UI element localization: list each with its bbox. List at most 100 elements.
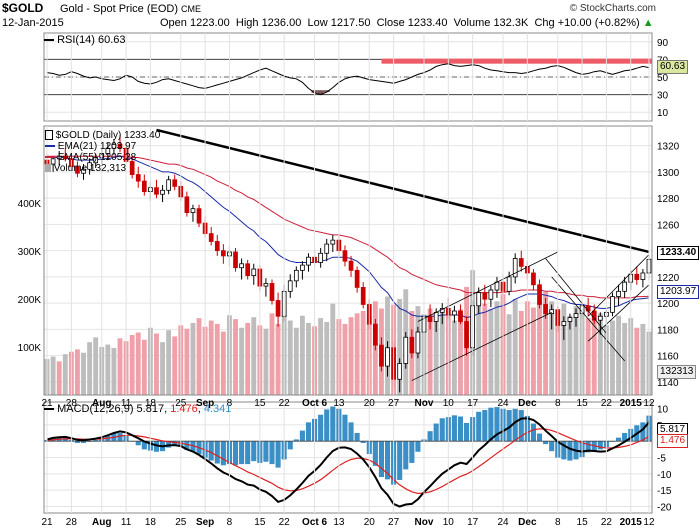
- x-tick-label: Nov: [415, 517, 434, 528]
- macd-histogram-bar: [384, 441, 391, 480]
- candle-body: [93, 157, 99, 164]
- macd-histogram-bar: [251, 441, 257, 462]
- macd-histogram-bar: [439, 418, 445, 442]
- description-label: Gold - Spot Price (EOD): [60, 3, 178, 15]
- volume-bar: [573, 306, 579, 395]
- x-tick-label: 22: [279, 398, 291, 409]
- macd-histogram-bar: [464, 422, 470, 442]
- candle-body: [543, 304, 548, 315]
- volume-bar: [196, 318, 202, 395]
- macd-histogram-bar: [208, 441, 214, 461]
- macd-histogram-bar: [415, 441, 421, 452]
- macd-histogram-bar: [141, 441, 147, 450]
- open-value: 1223.00: [189, 17, 230, 29]
- macd-histogram-bar: [530, 423, 536, 442]
- volume-legend-label: Volume 132,313: [53, 163, 127, 174]
- macd-line-icon: [44, 408, 54, 411]
- volume-bar: [269, 313, 275, 395]
- candle-body: [135, 174, 141, 182]
- macd-histogram-bar: [512, 408, 518, 442]
- macd-histogram-bar: [518, 410, 524, 442]
- x-tick-label: 12: [643, 398, 655, 409]
- macd-tick-label: 10: [657, 405, 669, 416]
- volume-bar: [233, 319, 238, 395]
- x-tick-label: 13: [333, 398, 345, 409]
- volume-bar: [330, 303, 336, 395]
- macd-histogram-bar: [561, 441, 567, 460]
- macd-histogram-bar: [488, 407, 494, 442]
- x-tick-label: 8: [227, 398, 233, 409]
- macd-histogram-bar: [457, 416, 464, 442]
- volume-legend: Volume 132,313: [45, 163, 126, 174]
- high-value: 1236.00: [261, 17, 302, 29]
- candle-body: [458, 310, 463, 322]
- ema21-legend: EMA(21) 1203.97: [45, 141, 136, 152]
- rsi-tick-label: 10: [657, 108, 669, 119]
- macd-histogram-bar: [506, 410, 512, 442]
- macd-histogram-bar: [184, 441, 190, 450]
- macd-histogram-bar: [427, 431, 433, 442]
- volume-bar: [105, 344, 111, 395]
- candle-body: [597, 315, 603, 321]
- price-candle-icon: [45, 130, 53, 141]
- macd-legend-prefix: MACD(12,26,9): [57, 403, 134, 415]
- volume-bar: [263, 328, 269, 395]
- candle-body: [640, 272, 646, 280]
- candle-body: [397, 363, 403, 380]
- candle-body: [452, 310, 457, 316]
- candle-body: [482, 292, 488, 300]
- candle-body: [373, 323, 378, 346]
- candle-body: [214, 241, 220, 252]
- candle-body: [300, 264, 305, 271]
- candle-body: [403, 336, 409, 364]
- x-tick-label: 24: [497, 398, 509, 409]
- rsi-tick-label: 90: [657, 38, 669, 49]
- candle-body: [117, 143, 123, 149]
- macd-histogram-bar: [93, 440, 99, 442]
- volume-bar: [87, 342, 93, 395]
- x-tick-label: Dec: [518, 517, 537, 528]
- macd-histogram-bar: [585, 441, 591, 453]
- x-tick-label: 18: [145, 517, 157, 528]
- macd-histogram-bar: [214, 441, 220, 464]
- volume-bar: [190, 322, 196, 395]
- candle-body: [233, 251, 238, 269]
- volume-bar: [214, 323, 220, 395]
- volume-bar: [616, 315, 621, 395]
- macd-histogram-bar: [567, 441, 573, 461]
- last-price-tag: 1233.40: [657, 246, 700, 260]
- volume-bar: [166, 330, 172, 395]
- x-tick-label: 22: [279, 517, 291, 528]
- resistance-trendline: [156, 128, 650, 254]
- high-label: High: [235, 17, 259, 29]
- macd-legend-value: 5.817: [136, 403, 165, 415]
- rsi-overbought-band: [381, 58, 652, 64]
- candle-body: [348, 260, 354, 271]
- macd-histogram-bar: [275, 441, 281, 468]
- ema21-line: [46, 155, 650, 319]
- volume-bar: [360, 310, 366, 395]
- signal-value-tag: 1.476: [657, 434, 689, 448]
- candle-body: [567, 317, 573, 322]
- volume-bar: [634, 327, 640, 395]
- channel-line: [587, 254, 650, 317]
- price-tick-label: 1140: [657, 378, 679, 389]
- candle-body: [537, 284, 542, 305]
- candle-body: [160, 189, 165, 195]
- ema21-line-icon: [45, 145, 55, 148]
- candle-body: [269, 283, 275, 301]
- candle-body: [342, 250, 348, 262]
- candle-body: [476, 292, 482, 307]
- x-tick-label: 17: [467, 517, 479, 528]
- candle-body: [518, 258, 524, 267]
- volume-tick-label: 400K: [18, 199, 42, 210]
- price-tick-label: 1220: [657, 273, 680, 284]
- volume-bar: [397, 298, 403, 395]
- symbol-description: Gold - Spot Price (EOD) CME: [60, 3, 201, 15]
- candle-body: [415, 331, 421, 354]
- macd-histogram-bar: [640, 422, 646, 442]
- volume-bar: [591, 315, 597, 395]
- macd-legend-hist: 4.341: [203, 403, 232, 415]
- x-tick-label: Dec: [518, 398, 537, 409]
- volume-bar: [154, 333, 159, 395]
